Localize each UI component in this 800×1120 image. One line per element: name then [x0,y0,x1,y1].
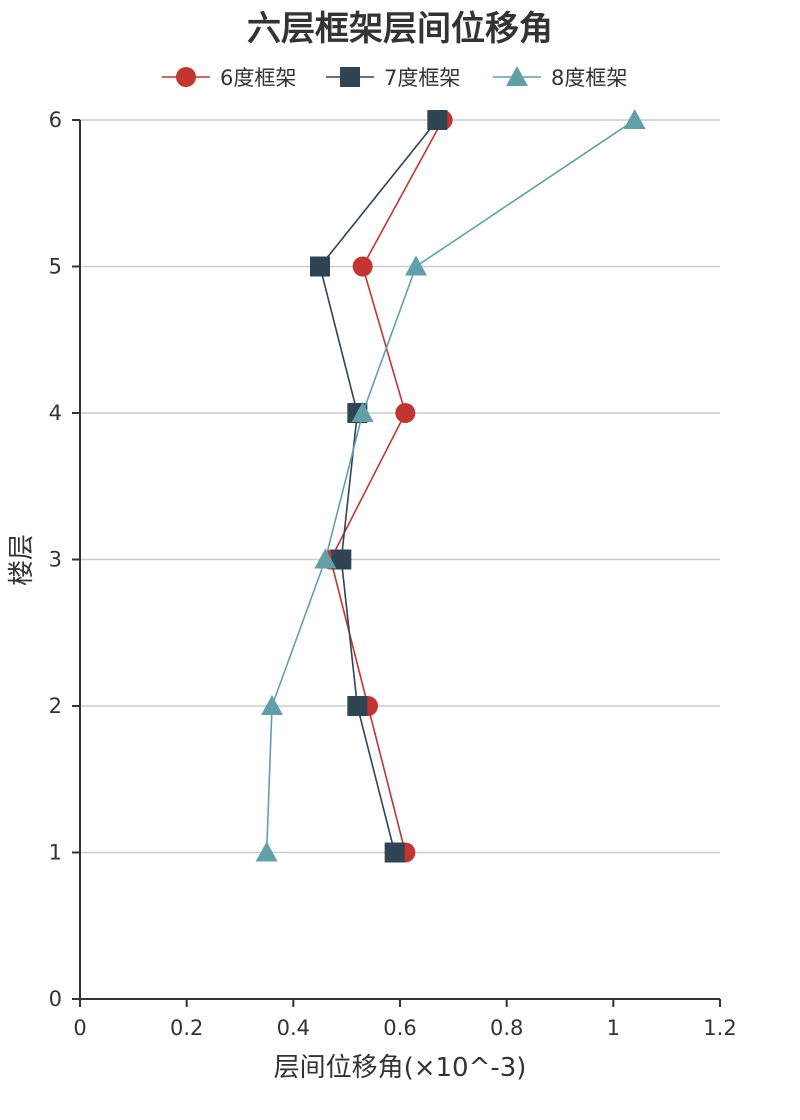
data-point-square [310,256,330,277]
data-point-circle [395,403,416,423]
legend-marker-circle [176,67,196,87]
chart-title: 六层框架层间位移角 [247,9,553,49]
series-circle [320,110,453,863]
data-point-square [427,110,448,130]
data-point-triangle [623,109,646,129]
x-tick-label: 0.2 [170,1016,203,1040]
legend-item: 6度框架 [162,66,296,90]
y-tick-label: 5 [49,255,62,279]
series-layer [255,109,646,863]
y-axis-title: 楼层 [7,534,37,586]
series-line-triangle [265,119,636,853]
legend-item: 8度框架 [493,66,627,90]
legend-label: 8度框架 [551,66,627,90]
data-point-triangle [314,548,337,569]
legend-label: 6度框架 [220,66,296,90]
y-tick-label: 6 [49,108,62,132]
legend-marker-triangle [506,66,528,86]
data-point-square [347,696,368,716]
axes: 0 1 2 3 4 5 6 0 0.2 0.4 0.6 0.8 1 1.2 [49,108,737,1040]
legend-marker-square [340,67,360,87]
data-point-triangle [405,255,427,276]
data-point-triangle [351,402,374,422]
data-point-square [384,842,405,863]
grid-lines [80,119,720,854]
y-tick-label: 0 [49,987,62,1011]
data-point-triangle [255,841,278,862]
legend-label: 7度框架 [384,66,460,90]
data-point-triangle [261,695,283,715]
y-tick-label: 3 [49,548,62,572]
data-point-square [331,549,352,570]
x-tick-label: 1 [607,1016,620,1040]
x-tick-label: 0.4 [277,1016,310,1040]
series-triangle [255,109,646,862]
x-axis-title: 层间位移角(×10^-3) [274,1053,527,1083]
x-tick-label: 0 [73,1016,86,1040]
data-point-circle [352,256,373,277]
legend-item: 7度框架 [326,66,460,90]
x-tick-label: 0.6 [383,1016,416,1040]
y-tick-label: 1 [49,841,62,865]
series-line-square [319,119,438,853]
y-tick-label: 2 [49,694,62,718]
series-line-circle [329,119,444,853]
x-tick-label: 0.8 [490,1016,523,1040]
x-tick-label: 1.2 [703,1016,736,1040]
legend: 6度框架 7度框架 8度框架 [162,66,627,90]
y-tick-label: 4 [49,401,62,425]
